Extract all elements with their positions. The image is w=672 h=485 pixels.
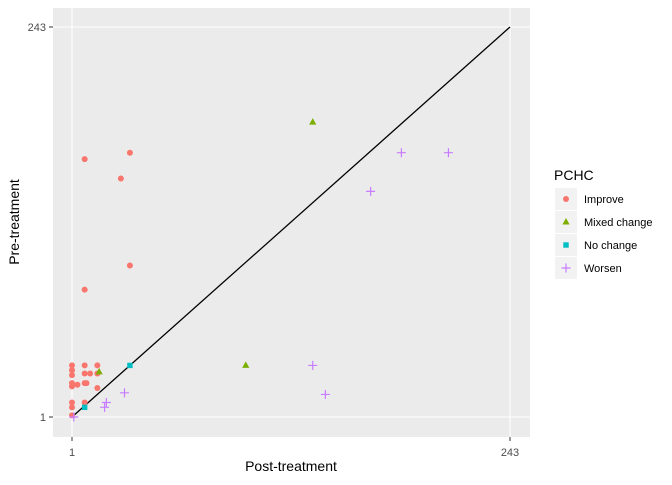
point-improve [81,286,88,293]
legend: PCHC Improve Mixed change No change Worsen [554,167,653,279]
point-improve [94,362,101,369]
identity-line [71,26,511,418]
legend-key-circle [563,196,569,202]
y-tick-label: 1 [40,412,46,424]
point-improve [69,383,75,390]
legend-label: Improve [584,194,624,206]
point-worsen [366,186,376,196]
point-improve [81,370,88,377]
point-mixed-change [95,367,103,375]
x-axis-title: Post-treatment [245,458,337,474]
point-improve [81,156,88,163]
point-improve [94,384,101,391]
x-tick-label: 1 [69,447,75,459]
point-worsen [396,148,406,158]
legend-title: PCHC [554,167,594,183]
point-no-change [81,404,88,411]
point-worsen [101,397,111,407]
point-worsen [100,402,110,412]
legend-key-plus [561,263,571,273]
point-improve [69,404,75,411]
legend-key-square [563,242,569,248]
point-improve [87,370,94,377]
point-mixed-change [242,361,250,368]
point-improve [69,399,75,406]
legend-label: Mixed change [584,217,653,229]
point-improve [69,372,75,379]
point-improve [69,367,75,374]
point-worsen [119,388,129,398]
point-improve [126,149,133,156]
point-mixed-change [309,118,317,125]
point-improve [74,381,81,388]
point-improve [83,380,90,387]
y-axis-title: Pre-treatment [6,179,22,265]
point-worsen [320,389,330,399]
point-improve [81,362,88,369]
legend-label: Worsen [584,263,622,275]
point-worsen [69,412,79,422]
point-worsen [308,360,318,370]
point-improve [117,175,124,182]
x-tick-label: 243 [501,447,519,459]
point-improve [69,362,75,369]
legend-label: No change [584,240,637,252]
point-improve [81,399,88,406]
point-improve [126,262,133,269]
point-worsen [443,148,453,158]
legend-key-triangle [562,218,570,225]
point-no-change [127,362,133,369]
y-tick-label: 243 [28,22,46,34]
